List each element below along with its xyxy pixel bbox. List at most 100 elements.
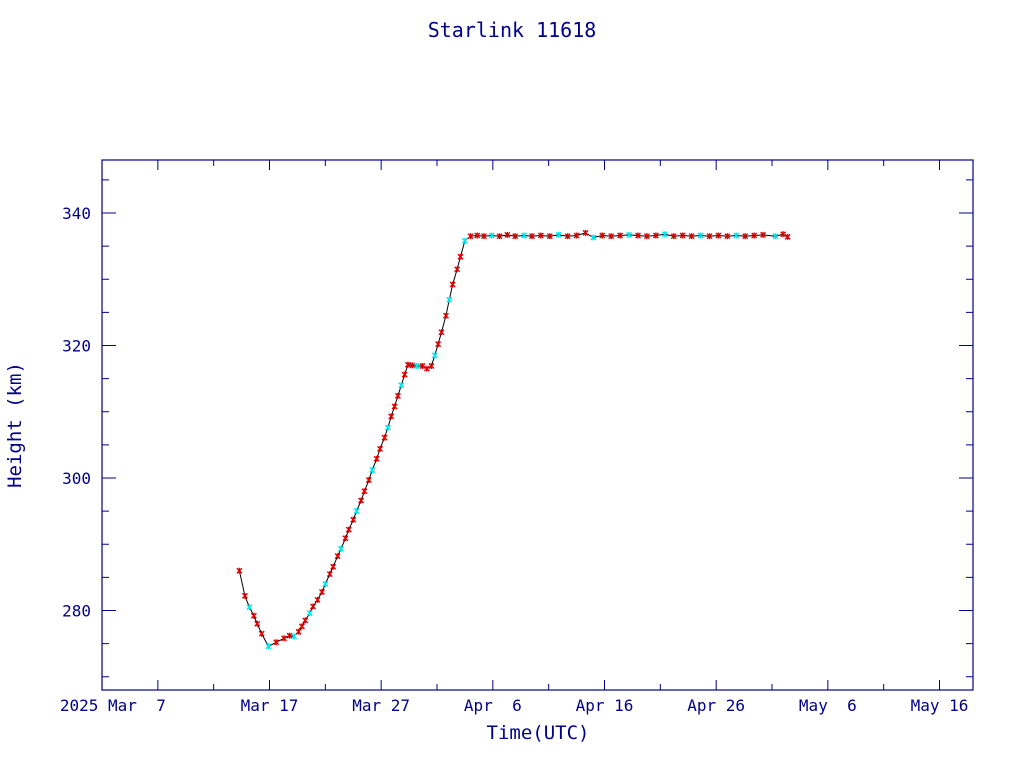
data-point bbox=[273, 639, 280, 646]
data-point bbox=[250, 612, 257, 619]
y-tick-labels: 280 300 320 340 bbox=[62, 204, 91, 621]
data-point bbox=[635, 232, 641, 239]
data-point bbox=[409, 362, 416, 369]
x-tick-label: Mar 17 bbox=[241, 696, 299, 715]
data-point bbox=[398, 382, 405, 389]
data-point bbox=[246, 604, 253, 611]
x-tick-label: May 6 bbox=[799, 696, 857, 715]
data-point bbox=[306, 610, 313, 617]
data-point bbox=[286, 632, 293, 639]
data-point bbox=[697, 232, 704, 239]
data-point bbox=[528, 233, 535, 240]
data-point bbox=[330, 563, 337, 570]
x-tick-label: May 16 bbox=[911, 696, 969, 715]
data-point bbox=[496, 233, 503, 240]
data-point bbox=[442, 312, 449, 319]
data-point bbox=[241, 592, 248, 599]
data-point bbox=[358, 497, 365, 504]
data-point bbox=[488, 232, 495, 239]
data-point bbox=[254, 620, 261, 627]
data-point bbox=[302, 617, 309, 624]
data-point bbox=[281, 635, 288, 642]
x-tick-label: 2025 Mar 7 bbox=[60, 696, 166, 715]
y-tick-label: 280 bbox=[62, 602, 91, 621]
data-point bbox=[780, 231, 787, 238]
data-point bbox=[258, 630, 265, 637]
data-point bbox=[760, 231, 767, 238]
data-point bbox=[401, 371, 408, 378]
data-point bbox=[564, 233, 571, 240]
chart-title: Starlink 11618 bbox=[428, 18, 597, 42]
data-point bbox=[546, 233, 553, 240]
data-point bbox=[369, 467, 376, 474]
data-point bbox=[345, 526, 352, 533]
data-point bbox=[381, 434, 388, 441]
data-point bbox=[413, 363, 420, 370]
data-point bbox=[688, 233, 695, 240]
data-point bbox=[373, 455, 380, 462]
data-point bbox=[555, 231, 562, 238]
data-point bbox=[608, 233, 615, 240]
data-point bbox=[236, 567, 243, 574]
data-point bbox=[461, 237, 468, 244]
data-point bbox=[474, 232, 481, 239]
x-tick-label: Apr 26 bbox=[687, 696, 745, 715]
axis-ticks bbox=[102, 160, 973, 690]
data-point bbox=[670, 233, 677, 240]
data-point bbox=[643, 233, 650, 240]
data-point bbox=[742, 233, 749, 240]
data-point bbox=[353, 508, 360, 515]
x-axis-label: Time(UTC) bbox=[487, 722, 590, 744]
data-point bbox=[298, 623, 305, 630]
data-point bbox=[521, 232, 528, 239]
series-markers bbox=[236, 229, 791, 650]
data-point bbox=[504, 231, 511, 238]
data-point bbox=[438, 329, 445, 336]
data-point bbox=[467, 233, 474, 240]
y-tick-label: 340 bbox=[62, 204, 91, 223]
data-point bbox=[342, 535, 349, 542]
y-tick-label: 320 bbox=[62, 337, 91, 356]
data-point bbox=[391, 403, 398, 410]
data-point bbox=[377, 445, 384, 452]
data-point bbox=[457, 253, 464, 260]
data-point bbox=[772, 233, 779, 240]
data-point bbox=[599, 232, 606, 239]
data-point bbox=[573, 232, 580, 239]
data-point bbox=[388, 413, 395, 420]
data-point bbox=[361, 488, 368, 495]
y-tick-label: 300 bbox=[62, 469, 91, 488]
data-point bbox=[334, 553, 341, 560]
x-tick-labels: 2025 Mar 7 Mar 17 Mar 27 Apr 6 Apr 16 Apr 26 M… bbox=[60, 696, 969, 715]
data-point bbox=[590, 234, 597, 241]
y-axis-label: Height (km) bbox=[4, 362, 26, 488]
data-point bbox=[423, 365, 430, 372]
data-point bbox=[582, 229, 589, 236]
data-point bbox=[291, 633, 298, 640]
data-point bbox=[295, 628, 302, 635]
x-tick-label: Mar 27 bbox=[352, 696, 410, 715]
data-point bbox=[384, 424, 391, 431]
data-point bbox=[394, 392, 401, 399]
data-point bbox=[322, 581, 329, 587]
data-point bbox=[431, 352, 438, 359]
data-point bbox=[446, 296, 453, 303]
data-point bbox=[751, 232, 758, 239]
data-point bbox=[784, 233, 791, 240]
data-point bbox=[449, 281, 456, 288]
data-point bbox=[337, 545, 344, 552]
data-point bbox=[733, 232, 740, 239]
data-point bbox=[314, 596, 321, 603]
data-point bbox=[326, 571, 333, 578]
data-point bbox=[652, 232, 659, 239]
data-point bbox=[428, 363, 435, 370]
x-tick-label: Apr 16 bbox=[576, 696, 634, 715]
data-point bbox=[512, 233, 519, 240]
data-point bbox=[537, 232, 544, 239]
data-point bbox=[724, 233, 731, 240]
data-point bbox=[318, 588, 325, 595]
data-point bbox=[480, 233, 487, 240]
data-point bbox=[404, 361, 411, 368]
